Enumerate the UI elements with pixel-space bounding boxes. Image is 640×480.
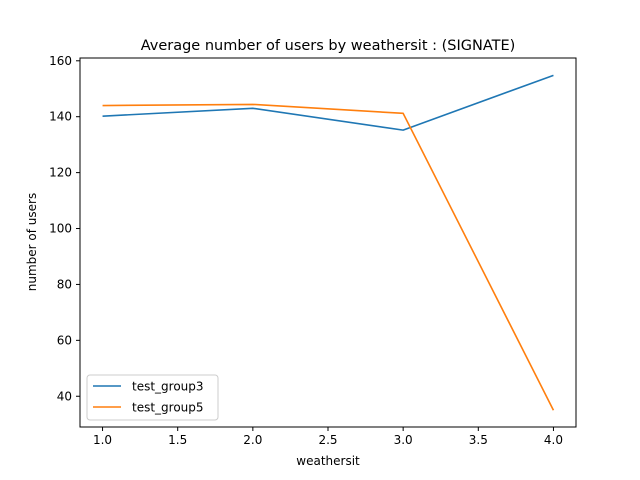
x-tick-label: 4.0 (544, 433, 563, 447)
x-tick-label: 1.0 (93, 433, 112, 447)
y-tick-label: 160 (49, 54, 72, 68)
x-axis-label: weathersit (296, 454, 360, 468)
series-line-test_group5 (102, 103, 555, 411)
y-axis: 40 60 80 100 120 140 160 (49, 54, 80, 403)
x-tick-label: 2.0 (243, 433, 262, 447)
y-tick-label: 80 (57, 277, 72, 291)
y-tick-label: 100 (49, 222, 72, 236)
series-line-test_group3 (102, 74, 554, 131)
y-axis-label: number of users (25, 193, 39, 291)
x-tick-label: 2.5 (318, 433, 337, 447)
x-tick-label: 3.0 (394, 433, 413, 447)
x-axis: 1.0 1.5 2.0 2.5 3.0 3.5 4.0 (93, 427, 563, 447)
chart-title: Average number of users by weathersit : … (141, 38, 516, 54)
x-tick-label: 1.5 (168, 433, 187, 447)
y-tick-label: 40 (57, 389, 72, 403)
y-tick-label: 140 (49, 110, 72, 124)
legend-label: test_group5 (132, 401, 204, 415)
y-tick-label: 120 (49, 166, 72, 180)
y-tick-label: 60 (57, 333, 72, 347)
x-tick-label: 3.5 (469, 433, 488, 447)
series-lines (102, 74, 555, 411)
legend: test_group3 test_group5 (86, 374, 219, 421)
legend-label: test_group3 (132, 380, 204, 394)
